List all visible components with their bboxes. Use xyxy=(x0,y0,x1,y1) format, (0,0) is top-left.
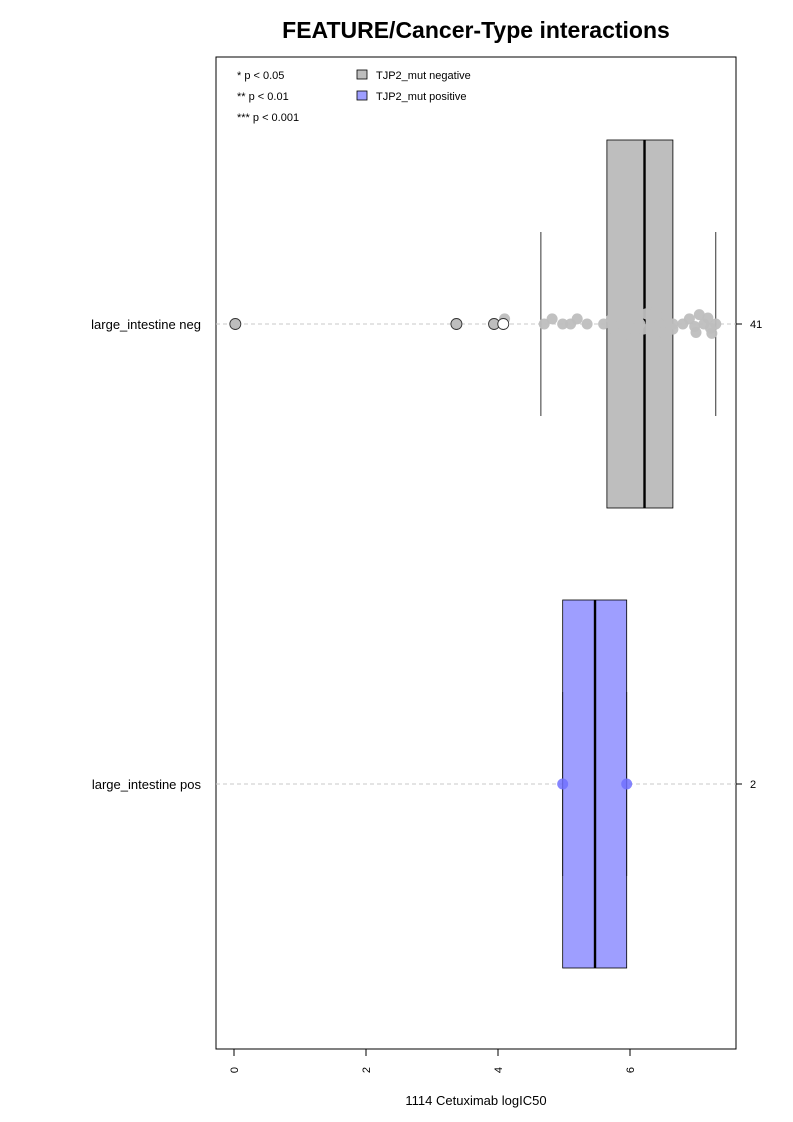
significance-legend-item: *** p < 0.001 xyxy=(237,112,299,124)
category-label: large_intestine pos xyxy=(92,777,202,792)
significance-legend-item: ** p < 0.01 xyxy=(237,91,289,103)
group-legend: TJP2_mut negative TJP2_mut positive xyxy=(356,69,471,103)
x-axis-label: 1114 Cetuximab logIC50 xyxy=(405,1093,546,1108)
count-label: 2 xyxy=(750,779,756,791)
data-point xyxy=(557,318,569,330)
data-point xyxy=(693,309,705,321)
x-tick-label: 0 xyxy=(229,1067,241,1073)
data-point xyxy=(546,313,558,325)
data-point xyxy=(598,318,610,330)
plot-content: large_intestine neg 41 large_intestine pos… xyxy=(91,139,762,969)
legend-swatch xyxy=(356,90,368,101)
open-point xyxy=(497,318,510,330)
significance-legend-item: * p < 0.05 xyxy=(237,70,284,82)
data-point xyxy=(645,313,657,325)
data-point xyxy=(637,323,649,335)
data-point xyxy=(706,327,718,339)
data-point xyxy=(571,313,583,325)
data-point xyxy=(557,778,569,790)
legend-label: TJP2_mut negative xyxy=(376,70,471,82)
data-point xyxy=(710,318,722,330)
x-tick-label: 2 xyxy=(361,1067,373,1073)
x-tick-label: 4 xyxy=(493,1067,505,1073)
legend-label: TJP2_mut positive xyxy=(376,91,466,103)
data-point xyxy=(702,312,714,324)
data-point xyxy=(683,313,695,325)
data-point xyxy=(612,308,624,320)
data-point xyxy=(660,310,672,321)
data-point xyxy=(657,327,669,338)
plot-frame xyxy=(215,56,737,1050)
data-point xyxy=(538,318,550,330)
category-label: large_intestine neg xyxy=(91,317,201,332)
count-label: 41 xyxy=(750,319,762,331)
outlier-point xyxy=(229,318,242,330)
significance-legend: * p < 0.05 ** p < 0.01 *** p < 0.001 xyxy=(237,70,299,124)
data-point xyxy=(667,323,679,335)
legend-swatch xyxy=(356,69,368,80)
data-point xyxy=(654,318,666,330)
data-point xyxy=(690,327,702,338)
data-point xyxy=(608,323,619,335)
chart-title: FEATURE/Cancer-Type interactions xyxy=(282,17,670,43)
data-point xyxy=(621,778,633,790)
data-point xyxy=(621,323,633,335)
data-point xyxy=(581,318,593,330)
x-tick-label: 6 xyxy=(625,1067,637,1073)
data-point xyxy=(650,304,662,316)
outlier-point xyxy=(450,318,463,330)
x-axis: 0 2 4 6 xyxy=(229,1049,637,1073)
